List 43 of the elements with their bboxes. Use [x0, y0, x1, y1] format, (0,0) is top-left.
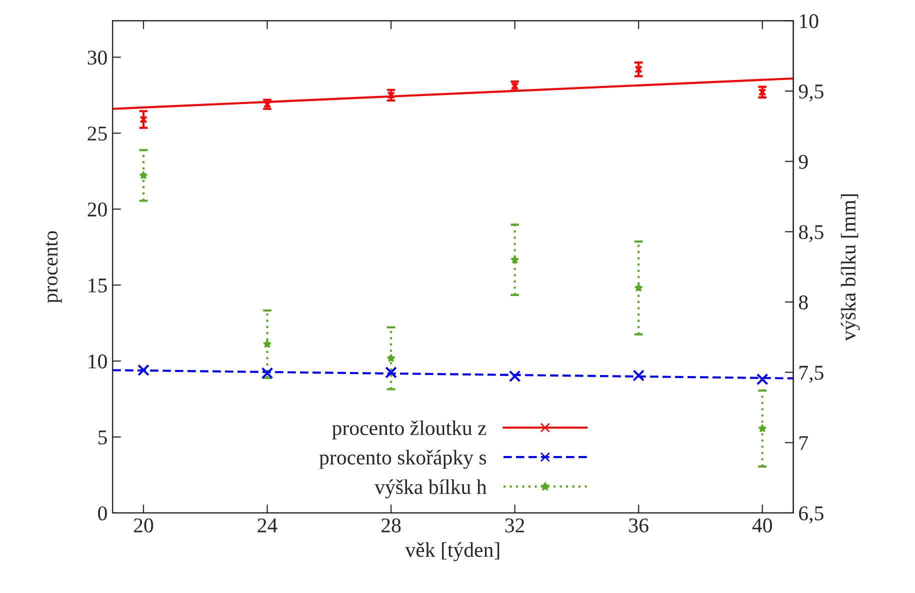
- point: [758, 424, 766, 432]
- point: [634, 65, 643, 74]
- x-tick-label: 20: [134, 518, 154, 532]
- y-tick-label: 25: [88, 126, 107, 141]
- y2-tick-label: 9: [798, 154, 808, 169]
- y2-tick-label: 8,5: [798, 225, 824, 242]
- y-tick-label: 15: [88, 278, 107, 293]
- y2-tick-label: 10: [800, 14, 818, 28]
- legend-label: procento skořápky s: [319, 450, 486, 469]
- y-axis-title: procento: [46, 231, 62, 303]
- point: [263, 340, 272, 348]
- point: [508, 370, 521, 382]
- point: [261, 367, 274, 380]
- point: [634, 284, 642, 292]
- y2-tick-label: 7: [800, 436, 808, 450]
- point: [140, 171, 148, 179]
- legend-label: procento žloutku z: [332, 420, 486, 440]
- x-tick-label: 24: [258, 518, 278, 532]
- point: [138, 364, 150, 376]
- y2-tick-label: 7,5: [800, 366, 824, 383]
- x-tick-label: 36: [629, 518, 648, 532]
- y2-tick-label: 9,5: [798, 84, 824, 102]
- point: [387, 91, 396, 100]
- x-tick-label: 40: [752, 518, 772, 532]
- y2-axis-title: výška bílku [mm]: [840, 194, 860, 341]
- y-tick-label: 30: [88, 50, 107, 65]
- y-tick-label: 0: [98, 506, 107, 520]
- point: [758, 88, 766, 96]
- y-tick-label: 5: [98, 430, 107, 444]
- legend-label: výška bílku h: [374, 479, 487, 498]
- y2-tick-label: 6,5: [799, 506, 824, 524]
- x-tick-label: 32: [505, 518, 524, 532]
- y-tick-label: 20: [88, 202, 107, 217]
- point: [385, 366, 397, 378]
- x-axis-title: věk [týden]: [405, 542, 500, 562]
- point: [387, 354, 395, 362]
- point: [510, 256, 519, 264]
- x-tick-label: 28: [382, 518, 401, 532]
- y2-tick-label: 8: [798, 295, 808, 310]
- point: [632, 370, 645, 382]
- point: [756, 373, 768, 386]
- y-tick-label: 10: [88, 354, 107, 368]
- point: [140, 116, 148, 124]
